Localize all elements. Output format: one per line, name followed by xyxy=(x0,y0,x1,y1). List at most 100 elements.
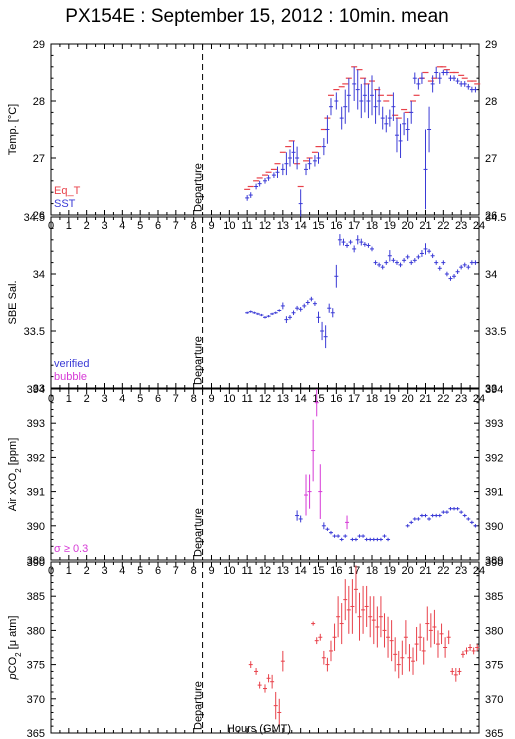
x-axis-label: Hours (GMT) xyxy=(227,723,291,735)
x-tick-label: 22 xyxy=(437,565,449,577)
plot-frame xyxy=(50,561,480,734)
x-tick-label: 11 xyxy=(241,393,252,405)
x-tick-label: 1 xyxy=(66,220,72,232)
x-tick-label: 20 xyxy=(402,393,414,405)
y-tick-label-right: 34 xyxy=(485,269,497,281)
x-tick-label: 16 xyxy=(330,393,342,405)
plot-frame xyxy=(50,216,480,389)
legend-entry: verified xyxy=(54,358,89,370)
x-tick-label: 6 xyxy=(155,565,161,577)
x-tick-label: 9 xyxy=(208,565,214,577)
x-tick-label: 12 xyxy=(259,393,271,405)
departure-label: Departure xyxy=(193,681,205,730)
x-tick-label: 19 xyxy=(384,565,396,577)
y-tick-label-right: 394 xyxy=(485,384,503,396)
y-tick-label-right: 29 xyxy=(485,39,497,51)
y-tick-label-right: 385 xyxy=(485,591,503,603)
x-tick-label: 8 xyxy=(191,565,197,577)
panel-3: 0 1 2 3 4 5 6 7 8 9 10 11 12 13 14 15 16 17 18 19 20 21 22 23 24… xyxy=(7,384,503,577)
x-tick-label: 7 xyxy=(173,393,179,405)
plot-frame xyxy=(50,43,480,216)
y-tick-label-right: 28 xyxy=(485,96,497,108)
x-tick-label: 15 xyxy=(312,565,324,577)
x-tick-label: 16 xyxy=(330,565,342,577)
x-tick-label: 23 xyxy=(455,565,467,577)
y-tick-label-right: 390 xyxy=(485,557,503,569)
y-tick-label-right: 393 xyxy=(485,418,503,430)
x-tick-label: 4 xyxy=(119,220,125,232)
x-tick-label: 2 xyxy=(84,220,90,232)
plot-frame xyxy=(50,388,480,561)
x-tick-label: 14 xyxy=(295,393,307,405)
series--0-3 xyxy=(304,389,350,530)
x-tick-label: 13 xyxy=(277,565,289,577)
x-tick-label: 11 xyxy=(241,565,252,577)
series-sst xyxy=(245,66,478,218)
y-tick-label-right: 365 xyxy=(485,728,503,739)
series-verified xyxy=(245,234,478,349)
y-tick-label-right: 390 xyxy=(485,521,503,533)
y-axis-title: SBE Sal. xyxy=(7,280,19,324)
x-tick-label: 1 xyxy=(66,565,72,577)
series-unnamed-1 xyxy=(295,506,478,542)
x-tick-label: 8 xyxy=(191,393,197,405)
x-tick-label: 15 xyxy=(312,220,324,232)
x-tick-label: 12 xyxy=(259,565,271,577)
x-tick-label: 4 xyxy=(119,565,125,577)
y-tick-label-left: 34.5 xyxy=(24,212,45,224)
x-tick-label: 10 xyxy=(223,565,235,577)
y-tick-label-left: 392 xyxy=(27,452,45,464)
x-tick-label: 10 xyxy=(223,220,235,232)
x-tick-label: 1 xyxy=(66,393,72,405)
legend-entry: bubble xyxy=(54,371,87,383)
x-tick-label: 5 xyxy=(137,393,143,405)
x-tick-label: 18 xyxy=(366,220,378,232)
x-tick-label: 18 xyxy=(366,565,378,577)
x-tick-label: 14 xyxy=(295,220,307,232)
y-tick-label-right: 34.5 xyxy=(485,212,506,224)
x-tick-label: 5 xyxy=(137,565,143,577)
x-tick-label: 21 xyxy=(419,220,431,232)
x-tick-label: 13 xyxy=(277,220,289,232)
y-tick-label-right: 370 xyxy=(485,694,503,706)
x-tick-label: 14 xyxy=(295,565,307,577)
x-tick-label: 22 xyxy=(437,220,449,232)
x-tick-label: 3 xyxy=(101,393,107,405)
y-tick-label-left: 29 xyxy=(33,39,45,51)
x-tick-label: 18 xyxy=(366,393,378,405)
y-tick-label-left: 389 xyxy=(27,555,45,567)
y-tick-label-left: 365 xyxy=(27,728,45,739)
legend-entry: σ ≥ 0.3 xyxy=(54,543,88,555)
departure-label: Departure xyxy=(193,508,205,557)
x-tick-label: 2 xyxy=(84,393,90,405)
y-tick-label-right: 391 xyxy=(485,487,503,499)
x-tick-label: 15 xyxy=(312,393,324,405)
panel-1: 0 1 2 3 4 5 6 7 8 9 10 11 12 13 14 15 16 17 18 19 20 21 22 23 24… xyxy=(7,39,497,232)
y-tick-label-right: 380 xyxy=(485,625,503,637)
y-tick-label-left: 390 xyxy=(27,557,45,569)
x-tick-label: 12 xyxy=(259,220,271,232)
x-tick-label: 20 xyxy=(402,220,414,232)
x-tick-label: 17 xyxy=(348,220,360,232)
x-tick-label: 23 xyxy=(455,393,467,405)
departure-label: Departure xyxy=(193,336,205,385)
series-unnamed-0 xyxy=(248,565,480,727)
x-tick-label: 2 xyxy=(84,565,90,577)
x-tick-label: 5 xyxy=(137,220,143,232)
series-eq-t xyxy=(244,66,481,190)
y-tick-label-right: 375 xyxy=(485,660,503,672)
x-tick-label: 4 xyxy=(119,393,125,405)
y-axis-title: Temp. [°C] xyxy=(7,104,19,155)
y-tick-label-left: 391 xyxy=(27,487,45,499)
x-tick-label: 17 xyxy=(348,565,360,577)
y-axis-title: Air xCO2 [ppm] xyxy=(7,438,23,512)
y-tick-label-left: 390 xyxy=(27,521,45,533)
x-tick-label: 8 xyxy=(191,220,197,232)
x-tick-label: 9 xyxy=(208,393,214,405)
x-tick-label: 23 xyxy=(455,220,467,232)
y-tick-label-left: 27 xyxy=(33,153,45,165)
x-tick-label: 21 xyxy=(419,565,431,577)
y-tick-label-left: 394 xyxy=(27,384,45,396)
x-tick-label: 21 xyxy=(419,393,431,405)
